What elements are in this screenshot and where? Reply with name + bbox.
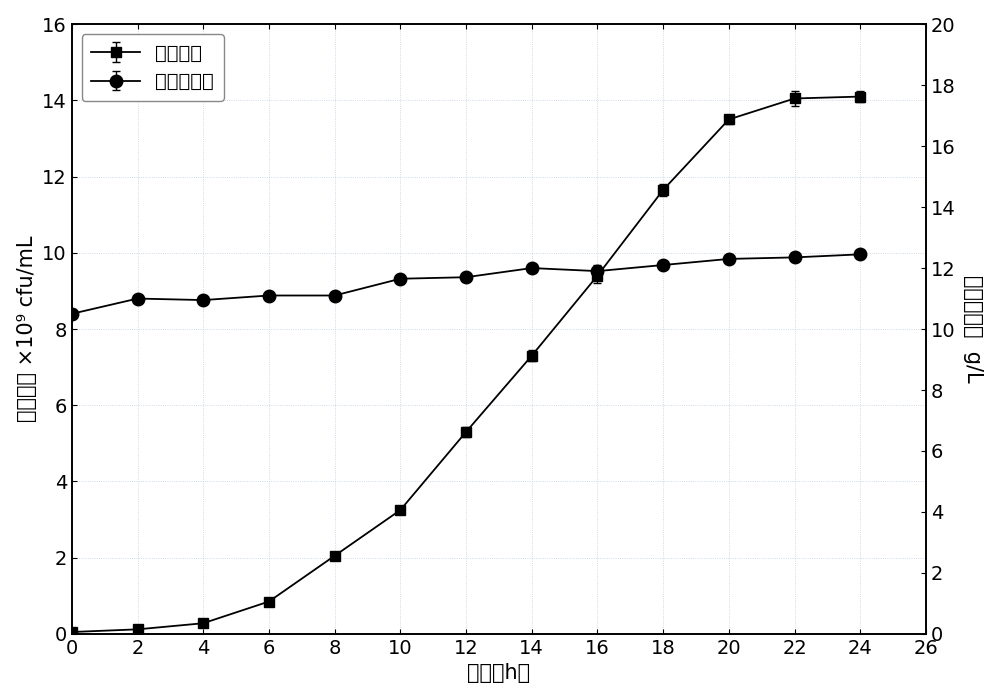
Y-axis label: 葡萄糖浓度  g/L: 葡萄糖浓度 g/L: [963, 275, 983, 383]
Legend: 活菌浓度, 葡萄糖浓度: 活菌浓度, 葡萄糖浓度: [82, 34, 224, 101]
X-axis label: 时间（h）: 时间（h）: [467, 664, 530, 683]
Y-axis label: 活菌浓度 ×10⁹ cfu/mL: 活菌浓度 ×10⁹ cfu/mL: [17, 236, 37, 422]
